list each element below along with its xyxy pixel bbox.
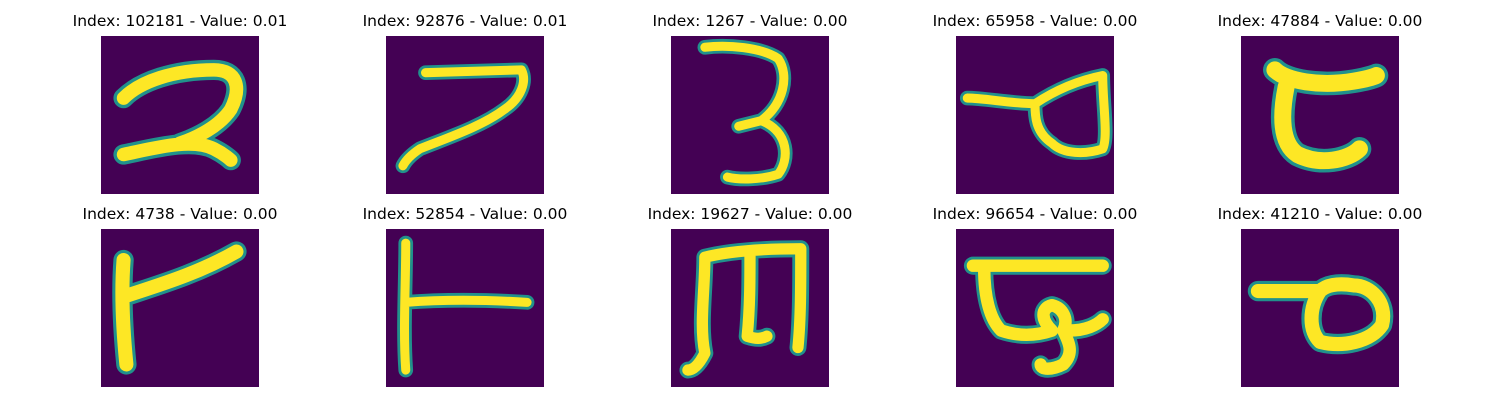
digit-image <box>1241 229 1399 387</box>
glyph-stroke <box>1250 277 1391 351</box>
glyph-stroke <box>700 41 790 184</box>
digit-image <box>386 229 544 387</box>
glyph-stroke <box>1266 61 1385 170</box>
glyph-stroke <box>966 259 1109 375</box>
digit-image <box>956 36 1114 194</box>
panel-title: Index: 52854 - Value: 0.00 <box>362 205 568 223</box>
grid-panel: Index: 1267 - Value: 0.00 <box>635 10 865 195</box>
glyph-stroke <box>682 243 807 376</box>
panel-title: Index: 102181 - Value: 0.01 <box>72 12 288 30</box>
digit-image <box>956 229 1114 387</box>
grid-panel: Index: 96654 - Value: 0.00 <box>920 203 1150 388</box>
image-background <box>671 36 829 194</box>
panel-title: Index: 41210 - Value: 0.00 <box>1217 205 1423 223</box>
panel-title: Index: 4738 - Value: 0.00 <box>82 205 278 223</box>
panel-title: Index: 19627 - Value: 0.00 <box>647 205 853 223</box>
grid-panel: Index: 19627 - Value: 0.00 <box>635 203 865 388</box>
grid-panel: Index: 41210 - Value: 0.00 <box>1205 203 1435 388</box>
grid-panel: Index: 52854 - Value: 0.00 <box>350 203 580 388</box>
digit-image <box>101 229 259 387</box>
grid-panel: Index: 65958 - Value: 0.00 <box>920 10 1150 195</box>
panel-title: Index: 92876 - Value: 0.01 <box>362 12 568 30</box>
digit-image <box>101 36 259 194</box>
panel-title: Index: 65958 - Value: 0.00 <box>932 12 1138 30</box>
panel-title: Index: 1267 - Value: 0.00 <box>652 12 848 30</box>
grid-panel: Index: 102181 - Value: 0.01 <box>65 10 295 195</box>
digit-image <box>671 36 829 194</box>
grid-panel: Index: 47884 - Value: 0.00 <box>1205 10 1435 195</box>
glyph-stroke <box>962 70 1110 158</box>
glyph-stroke <box>116 63 244 167</box>
digit-image <box>1241 36 1399 194</box>
digit-image <box>671 229 829 387</box>
panel-title: Index: 96654 - Value: 0.00 <box>932 205 1138 223</box>
grid-panel: Index: 92876 - Value: 0.01 <box>350 10 580 195</box>
grid-panel: Index: 4738 - Value: 0.00 <box>65 203 295 388</box>
glyph-stroke <box>115 244 244 372</box>
glyph-stroke <box>398 65 529 171</box>
glyph-stroke <box>399 238 532 375</box>
digit-image <box>386 36 544 194</box>
image-background <box>386 36 544 194</box>
panel-title: Index: 47884 - Value: 0.00 <box>1217 12 1423 30</box>
